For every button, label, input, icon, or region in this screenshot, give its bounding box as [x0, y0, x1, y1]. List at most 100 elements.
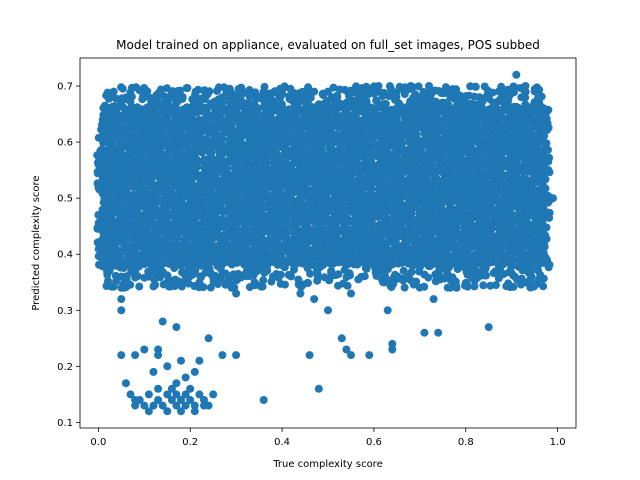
scatter-point: [302, 86, 311, 95]
scatter-point: [163, 390, 172, 399]
scatter-point: [290, 265, 298, 274]
scatter-point: [117, 306, 126, 315]
scatter-point: [99, 255, 107, 264]
scatter-point: [544, 157, 553, 166]
scatter-point: [480, 82, 489, 91]
scatter-point: [280, 82, 289, 91]
scatter-point: [518, 266, 527, 275]
scatter-point: [530, 87, 539, 96]
scatter-point: [497, 128, 506, 137]
scatter-point: [397, 258, 406, 267]
scatter-point: [383, 306, 392, 315]
scatter-point: [306, 93, 315, 102]
scatter-point: [536, 219, 545, 228]
scatter-point: [504, 279, 513, 288]
scatter-point: [230, 99, 239, 108]
scatter-point: [419, 87, 428, 96]
x-axis-label: True complexity score: [272, 459, 382, 470]
scatter-point: [517, 274, 526, 283]
scatter-point: [388, 339, 397, 348]
scatter-point: [353, 153, 362, 162]
scatter-point: [357, 168, 366, 177]
x-tick-label: 0.0: [90, 437, 106, 448]
scatter-point: [379, 278, 388, 287]
scatter-point: [329, 83, 338, 92]
scatter-point: [158, 173, 166, 182]
scatter-point: [381, 99, 390, 108]
scatter-point: [193, 163, 201, 171]
y-tick-label: 0.5: [57, 194, 73, 205]
scatter-point: [190, 401, 199, 410]
scatter-point: [138, 218, 146, 227]
scatter-point: [233, 258, 242, 267]
scatter-point: [287, 272, 296, 281]
scatter-point: [101, 197, 110, 206]
scatter-point: [377, 262, 386, 271]
scatter-point: [482, 93, 491, 102]
scatter-point: [498, 163, 506, 172]
scatter-point: [167, 384, 176, 393]
scatter-point: [398, 193, 407, 201]
scatter-point: [106, 92, 115, 101]
scatter-point: [388, 345, 397, 354]
scatter-point: [443, 87, 452, 96]
dense-point-cloud: [93, 82, 554, 292]
scatter-point: [236, 94, 245, 103]
scatter-point: [372, 173, 381, 182]
scatter-point: [415, 283, 424, 292]
scatter-point: [259, 87, 268, 96]
scatter-point: [362, 174, 371, 183]
scatter-point: [442, 218, 451, 227]
scatter-point: [535, 192, 544, 201]
scatter-point: [367, 184, 376, 193]
scatter-point: [176, 261, 185, 270]
scatter-point: [172, 401, 181, 410]
scatter-point: [158, 401, 167, 410]
scatter-point: [170, 264, 179, 273]
scatter-point: [158, 317, 167, 326]
scatter-point: [432, 100, 441, 108]
scatter-point: [190, 367, 199, 376]
scatter-point: [149, 282, 158, 291]
scatter-point: [484, 128, 493, 137]
scatter-point: [181, 104, 190, 113]
scatter-point: [282, 154, 291, 163]
scatter-point: [340, 85, 349, 94]
scatter-point: [314, 100, 323, 109]
scatter-point: [530, 104, 539, 113]
scatter-point: [149, 401, 158, 410]
scatter-point: [131, 401, 140, 410]
scatter-point: [334, 281, 342, 290]
y-axis-label: Predicted complexity score: [31, 175, 42, 310]
scatter-point: [368, 85, 377, 94]
scatter-point: [140, 345, 149, 354]
scatter-point: [250, 278, 259, 287]
scatter-point: [195, 390, 204, 399]
scatter-point: [342, 153, 351, 162]
y-tick-label: 0.4: [57, 250, 73, 261]
scatter-point: [507, 203, 516, 212]
scatter-point: [163, 133, 172, 142]
x-tick-label: 0.6: [366, 437, 382, 448]
scatter-point: [354, 275, 363, 284]
scatter-point: [279, 261, 288, 270]
scatter-point: [449, 275, 458, 284]
scatter-point: [268, 272, 277, 281]
scatter-point: [372, 271, 381, 280]
scatter-point: [263, 158, 272, 167]
scatter-point: [521, 87, 530, 96]
scatter-point: [203, 189, 212, 198]
scatter-point: [429, 295, 438, 304]
scatter-point: [117, 133, 126, 142]
scatter-point: [204, 334, 213, 343]
scatter-point: [143, 184, 152, 192]
scatter-point: [521, 93, 530, 102]
scatter-point: [383, 265, 392, 274]
scatter-point: [482, 188, 491, 197]
scatter-point: [177, 396, 185, 404]
scatter-point: [117, 283, 126, 292]
scatter-point: [99, 121, 107, 130]
scatter-point: [182, 84, 191, 93]
scatter-point: [539, 282, 548, 291]
y-tick-label: 0.6: [57, 138, 73, 149]
